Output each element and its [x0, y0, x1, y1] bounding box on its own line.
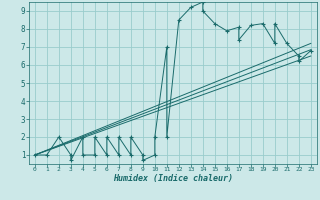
X-axis label: Humidex (Indice chaleur): Humidex (Indice chaleur) — [113, 174, 233, 183]
